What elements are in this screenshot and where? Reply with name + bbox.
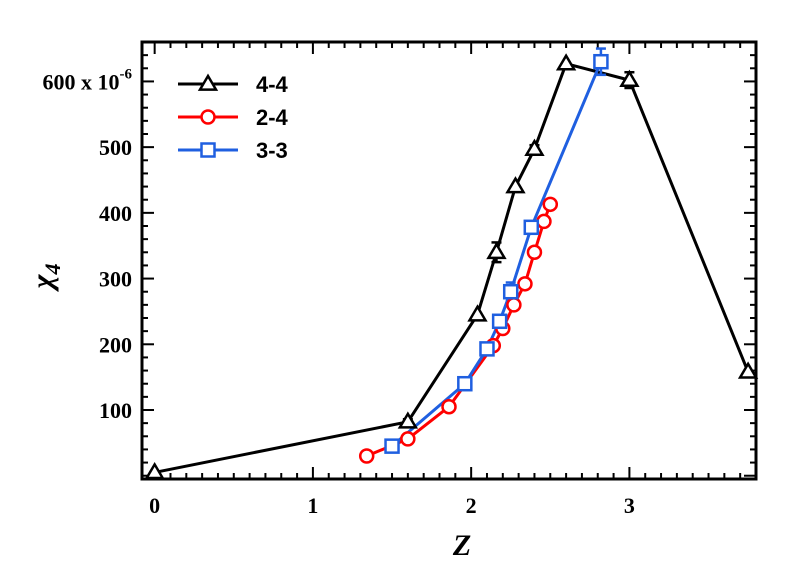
y-axis-title-subscript: 4 (40, 264, 65, 276)
data-point-4-4 (144, 461, 165, 480)
x-axis-title: Z (452, 529, 471, 562)
data-point-2-4 (536, 213, 552, 230)
data-point-4-4 (397, 411, 419, 429)
data-point-3-3 (523, 219, 540, 236)
x-tick-label: 1 (307, 493, 318, 518)
y-tick-label: 200 (99, 332, 132, 357)
data-point-4-4 (505, 176, 526, 194)
ticks (142, 42, 756, 479)
legend: 4-4 2-4 3-3 (178, 72, 289, 163)
data-point-4-4 (467, 304, 488, 322)
data-point-3-3 (593, 53, 609, 70)
data-point-4-4 (737, 361, 759, 379)
series-markers (144, 53, 759, 480)
x-tick-label: 3 (624, 493, 635, 518)
y-axis-title: χ (26, 273, 59, 292)
data-point-4-4 (555, 53, 577, 71)
data-point-4-4 (486, 241, 507, 260)
legend-marker-2-4 (200, 109, 216, 125)
data-point-2-4 (441, 398, 457, 415)
x-tick-label: 2 (466, 493, 477, 518)
svg-text:χ4: χ4 (26, 264, 65, 293)
y-scale-exponent: -6 (120, 66, 133, 82)
data-point-3-3 (491, 313, 508, 330)
data-point-3-3 (479, 341, 495, 357)
data-point-4-4 (619, 69, 640, 87)
y-tick-label: 400 (99, 201, 132, 226)
y-axis-title-group: χ4 (26, 264, 65, 293)
y-tick-label: 500 (99, 135, 132, 160)
y-tick-label: 300 (99, 267, 132, 292)
data-point-2-4 (517, 276, 533, 292)
series-errorbars (402, 47, 635, 426)
axes (140, 40, 758, 481)
y-tick-label: 100 (99, 398, 132, 423)
data-point-2-4 (526, 244, 543, 261)
legend-label-3-3: 3-3 (256, 138, 288, 163)
legend-marker-3-3 (200, 142, 216, 158)
legend-marker-4-4 (197, 73, 219, 91)
data-point-3-3 (457, 375, 473, 392)
data-point-3-3 (502, 283, 519, 300)
legend-label-2-4: 2-4 (256, 105, 289, 130)
legend-label-4-4: 4-4 (256, 72, 289, 97)
x-tick-label: 0 (149, 493, 160, 518)
data-point-2-4 (542, 196, 559, 213)
data-point-2-4 (358, 448, 375, 464)
data-point-3-3 (384, 438, 400, 454)
data-point-2-4 (506, 297, 522, 313)
data-point-4-4 (524, 138, 545, 156)
series-line-2-4 (366, 203, 552, 458)
y-tick-label: 600 x 10-6 (43, 66, 133, 94)
data-point-2-4 (400, 431, 416, 447)
tick-labels: 0 1 2 3 100 200 300 400 500 600 x 10-6 (43, 66, 635, 518)
plot-frame (140, 40, 758, 481)
